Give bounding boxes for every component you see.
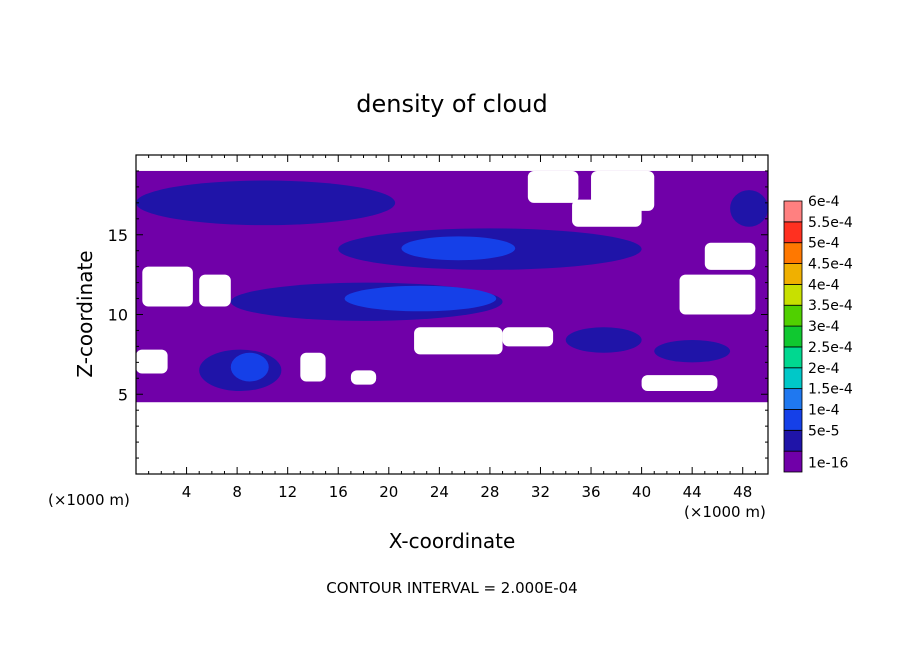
legend-swatch	[783, 221, 803, 244]
x-tick-label: 40	[632, 483, 651, 501]
x-unit-right: (×1000 m)	[684, 503, 766, 521]
x-tick-label: 12	[278, 483, 297, 501]
x-tick-label: 24	[430, 483, 449, 501]
clear-region-6	[704, 242, 756, 270]
y-tick-label: 15	[108, 226, 128, 245]
legend-label: 1.5e-4	[808, 382, 853, 398]
cloud-features	[136, 180, 768, 392]
x-tick-label: 16	[329, 483, 348, 501]
legend-label: 6e-4	[808, 194, 840, 210]
legend-swatch	[783, 242, 803, 264]
x-axis-ticks: 4 8 12 16 20 24 28 32 36 40 44 48	[148, 155, 756, 501]
y-tick-label: 10	[108, 306, 128, 325]
legend-swatch	[783, 450, 803, 473]
y-axis-ticks: 5 10 15	[108, 170, 768, 459]
clear-regions	[136, 170, 756, 392]
color-legend: 1e-16 5e-5 1e-4 1.5e-4 2e-4 2.5e-4 3e-4 3.5e-4 4…	[783, 194, 853, 473]
legend-swatch	[783, 388, 803, 410]
cloud-feature-2	[401, 236, 516, 261]
clear-region-4	[199, 274, 231, 307]
legend-label: 1e-16	[808, 456, 848, 472]
clear-region-12	[641, 375, 718, 392]
clear-region-8	[502, 327, 554, 347]
legend-swatch	[783, 200, 803, 223]
clear-region-3	[142, 266, 193, 307]
clear-region-9	[136, 349, 168, 374]
legend-label: 2e-4	[808, 361, 840, 377]
cloud-feature-9	[730, 190, 768, 227]
x-axis-label: X-coordinate	[389, 529, 516, 553]
legend-label: 3e-4	[808, 319, 840, 335]
legend-swatch	[783, 346, 803, 369]
clear-region-7	[414, 327, 503, 355]
clear-region-5	[679, 274, 756, 315]
x-tick-label: 28	[480, 483, 499, 501]
legend-label: 4.5e-4	[808, 257, 853, 273]
legend-label: 2.5e-4	[808, 340, 853, 356]
legend-label: 5e-5	[808, 423, 839, 439]
legend-swatch	[783, 325, 803, 348]
x-tick-label: 20	[379, 483, 398, 501]
clear-region-11	[350, 370, 377, 385]
x-tick-label: 8	[232, 483, 242, 501]
legend-label: 3.5e-4	[808, 298, 853, 314]
clear-region-2	[591, 170, 655, 211]
x-tick-label: 36	[581, 483, 600, 501]
x-tick-label: 44	[683, 483, 702, 501]
contour-interval-note: CONTOUR INTERVAL = 2.000E-04	[326, 579, 577, 597]
legend-swatch	[783, 367, 803, 390]
cloud-feature-4	[344, 285, 497, 312]
legend-swatch	[783, 409, 803, 431]
x-tick-label: 32	[531, 483, 550, 501]
y-axis-label: Z-coordinate	[73, 250, 97, 377]
legend-swatch	[783, 304, 803, 327]
chart-title: density of cloud	[356, 90, 547, 118]
x-unit-left: (×1000 m)	[48, 491, 130, 509]
legend-swatch	[783, 283, 803, 306]
cloud-feature-6	[654, 340, 731, 363]
legend-label: 1e-4	[808, 402, 840, 418]
legend-label: 5e-4	[808, 236, 840, 252]
cloud-feature-5	[565, 327, 642, 353]
x-tick-label: 4	[182, 483, 192, 501]
cloud-feature-0	[136, 180, 396, 226]
cloud-feature-8	[230, 352, 269, 382]
x-tick-label: 48	[733, 483, 752, 501]
clear-region-0	[527, 170, 579, 203]
legend-label: 5.5e-4	[808, 215, 853, 231]
legend-swatch	[783, 263, 803, 285]
legend-label: 4e-4	[808, 277, 840, 293]
clear-region-10	[300, 352, 326, 382]
legend-swatch	[783, 429, 803, 452]
y-tick-label: 5	[118, 385, 128, 404]
